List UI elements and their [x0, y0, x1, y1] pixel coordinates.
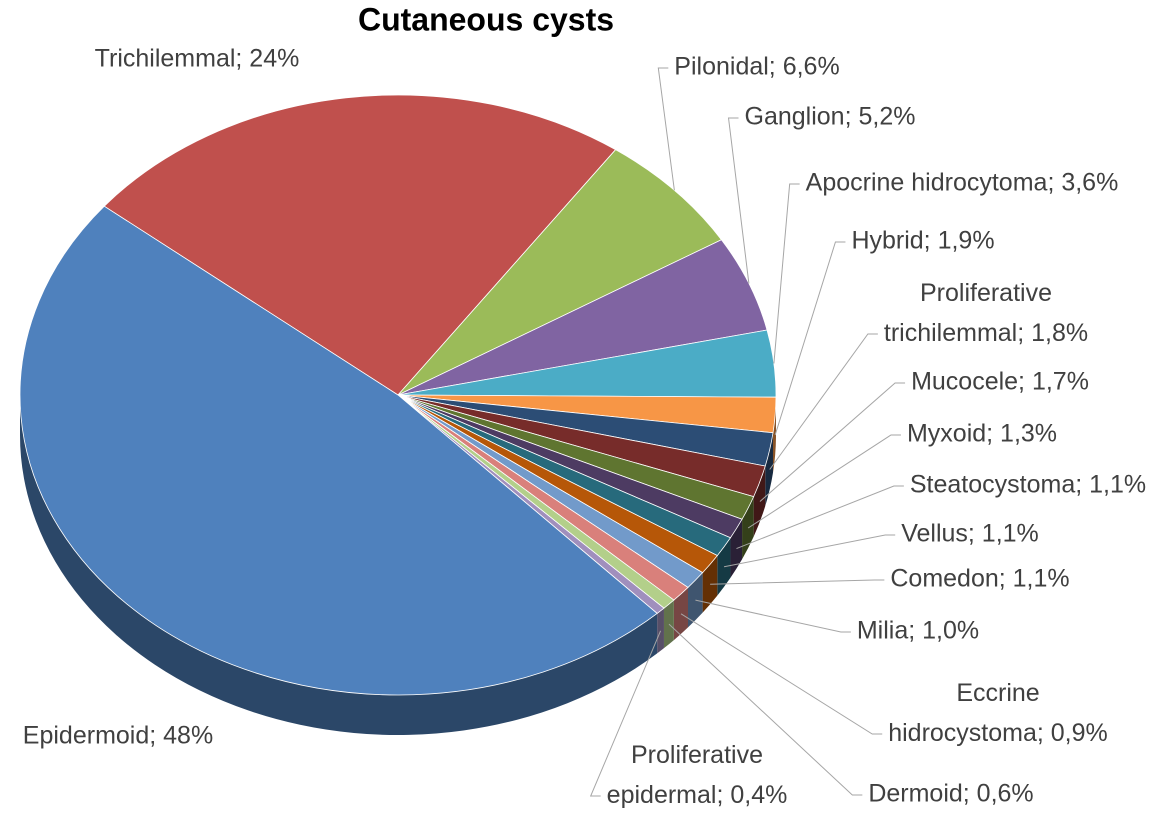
data-label: Ganglion; 5,2%	[745, 103, 916, 131]
data-label-line: Eccrine	[956, 679, 1039, 707]
data-label-line: trichilemmal; 1,8%	[884, 319, 1088, 347]
leader-line	[589, 630, 662, 797]
data-label: Proliferative epidermal; 0,4%	[607, 741, 788, 809]
pie-sides	[20, 395, 776, 735]
data-label: Steatocystoma; 1,1%	[910, 471, 1146, 499]
data-label: Trichilemmal; 24%	[95, 45, 300, 73]
data-label: Dermoid; 0,6%	[868, 780, 1033, 808]
data-label: Epidermoid; 48%	[23, 722, 213, 750]
chart-title: Cutaneous cysts	[358, 1, 614, 37]
data-label: Eccrine hidrocystoma; 0,9%	[888, 679, 1108, 747]
data-label: Mucocele; 1,7%	[911, 368, 1089, 396]
slice	[103, 94, 617, 396]
leader-line	[680, 613, 883, 735]
slice-side	[717, 537, 731, 596]
data-label: Hybrid; 1,9%	[851, 227, 994, 255]
data-label: Milia; 1,0%	[857, 617, 979, 645]
slice-side	[742, 496, 754, 560]
slice	[397, 149, 723, 396]
leader-line	[747, 434, 901, 529]
slice-side	[687, 572, 703, 628]
leader-line	[774, 241, 846, 436]
leader-line	[736, 485, 904, 550]
data-label: Myxoid; 1,3%	[907, 420, 1057, 448]
slice-side	[20, 395, 658, 735]
data-label-line: epidermal; 0,4%	[607, 781, 788, 809]
leader-line	[773, 183, 800, 364]
data-label-line: hidrocystoma; 0,9%	[888, 719, 1108, 747]
leader-line	[657, 67, 675, 191]
data-label: Proliferative trichilemmal; 1,8%	[884, 279, 1088, 347]
slice-side	[765, 432, 773, 507]
leader-line	[668, 623, 863, 796]
leader-line	[695, 599, 851, 633]
data-label-line: Proliferative	[631, 741, 763, 769]
leader-line	[727, 117, 750, 284]
leader-lines	[589, 67, 906, 797]
data-label-line: Proliferative	[920, 279, 1052, 307]
slice-side	[663, 600, 674, 649]
data-label: Apocrine hidrocytoma; 3,6%	[806, 169, 1119, 197]
leader-line	[710, 579, 885, 585]
leader-line	[759, 382, 906, 502]
pie-slices	[19, 94, 777, 696]
slice-side	[673, 587, 688, 641]
slice-side	[753, 466, 766, 537]
data-label: Comedon; 1,1%	[890, 565, 1069, 593]
slice-side	[702, 555, 718, 613]
leader-line	[723, 534, 896, 568]
leader-line	[769, 333, 878, 470]
data-label: Vellus; 1,1%	[901, 520, 1039, 548]
slice	[19, 205, 658, 696]
slice-side	[657, 608, 664, 654]
data-label: Pilonidal; 6,6%	[674, 53, 839, 81]
